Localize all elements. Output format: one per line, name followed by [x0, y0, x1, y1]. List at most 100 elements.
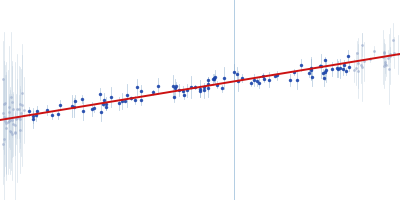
- Point: [30, 114, 36, 117]
- Point: [30, 118, 36, 121]
- Point: [212, 75, 218, 78]
- Point: [184, 89, 191, 92]
- Point: [0, 142, 6, 145]
- Point: [103, 102, 109, 105]
- Point: [9, 132, 15, 135]
- Point: [355, 69, 361, 73]
- Point: [371, 49, 378, 53]
- Point: [19, 103, 25, 107]
- Point: [351, 69, 357, 72]
- Point: [381, 52, 388, 55]
- Point: [170, 84, 176, 87]
- Point: [321, 77, 327, 80]
- Point: [2, 116, 9, 119]
- Point: [381, 50, 388, 54]
- Point: [291, 71, 298, 74]
- Point: [14, 107, 21, 110]
- Point: [210, 77, 217, 80]
- Point: [97, 93, 103, 96]
- Point: [358, 63, 364, 66]
- Point: [9, 100, 16, 103]
- Point: [12, 131, 18, 135]
- Point: [8, 96, 14, 99]
- Point: [254, 80, 261, 83]
- Point: [16, 107, 22, 111]
- Point: [248, 82, 254, 85]
- Point: [138, 89, 144, 92]
- Point: [71, 106, 77, 109]
- Point: [0, 112, 6, 115]
- Point: [367, 58, 373, 61]
- Point: [138, 98, 144, 101]
- Point: [1, 115, 7, 118]
- Point: [119, 100, 125, 103]
- Point: [5, 110, 12, 113]
- Point: [3, 126, 10, 130]
- Point: [155, 85, 161, 88]
- Point: [211, 77, 217, 80]
- Point: [354, 51, 360, 54]
- Point: [308, 68, 314, 71]
- Point: [34, 110, 40, 113]
- Point: [197, 87, 203, 90]
- Point: [204, 79, 211, 82]
- Point: [1, 119, 8, 122]
- Point: [260, 77, 267, 80]
- Point: [7, 118, 14, 121]
- Point: [17, 117, 23, 120]
- Point: [116, 102, 122, 105]
- Point: [294, 79, 300, 82]
- Point: [192, 85, 198, 88]
- Point: [389, 39, 396, 42]
- Point: [0, 138, 7, 141]
- Point: [3, 121, 9, 124]
- Point: [26, 110, 32, 113]
- Point: [322, 58, 328, 62]
- Point: [44, 108, 50, 111]
- Point: [8, 119, 15, 122]
- Point: [391, 51, 398, 54]
- Point: [6, 116, 12, 119]
- Point: [260, 74, 266, 78]
- Point: [361, 60, 367, 63]
- Point: [382, 64, 389, 67]
- Point: [12, 124, 18, 127]
- Point: [6, 119, 12, 122]
- Point: [10, 122, 16, 126]
- Point: [49, 114, 55, 117]
- Point: [382, 63, 388, 66]
- Point: [205, 87, 211, 90]
- Point: [13, 118, 19, 121]
- Point: [317, 64, 323, 67]
- Point: [17, 128, 23, 131]
- Point: [57, 103, 63, 106]
- Point: [55, 113, 62, 116]
- Point: [134, 86, 140, 89]
- Point: [18, 91, 25, 95]
- Point: [80, 109, 87, 112]
- Point: [8, 131, 14, 134]
- Point: [210, 78, 216, 81]
- Point: [180, 90, 186, 93]
- Point: [2, 102, 8, 105]
- Point: [14, 116, 21, 119]
- Point: [271, 74, 278, 77]
- Point: [16, 115, 22, 118]
- Point: [322, 70, 328, 73]
- Point: [12, 130, 18, 134]
- Point: [231, 70, 238, 73]
- Point: [309, 75, 316, 79]
- Point: [395, 53, 400, 56]
- Point: [345, 54, 352, 57]
- Point: [4, 120, 11, 123]
- Point: [256, 81, 262, 84]
- Point: [306, 72, 312, 75]
- Point: [0, 77, 6, 80]
- Point: [150, 91, 156, 94]
- Point: [387, 53, 393, 56]
- Point: [266, 78, 272, 81]
- Point: [188, 85, 194, 89]
- Point: [380, 56, 386, 59]
- Point: [132, 98, 138, 102]
- Point: [108, 96, 114, 99]
